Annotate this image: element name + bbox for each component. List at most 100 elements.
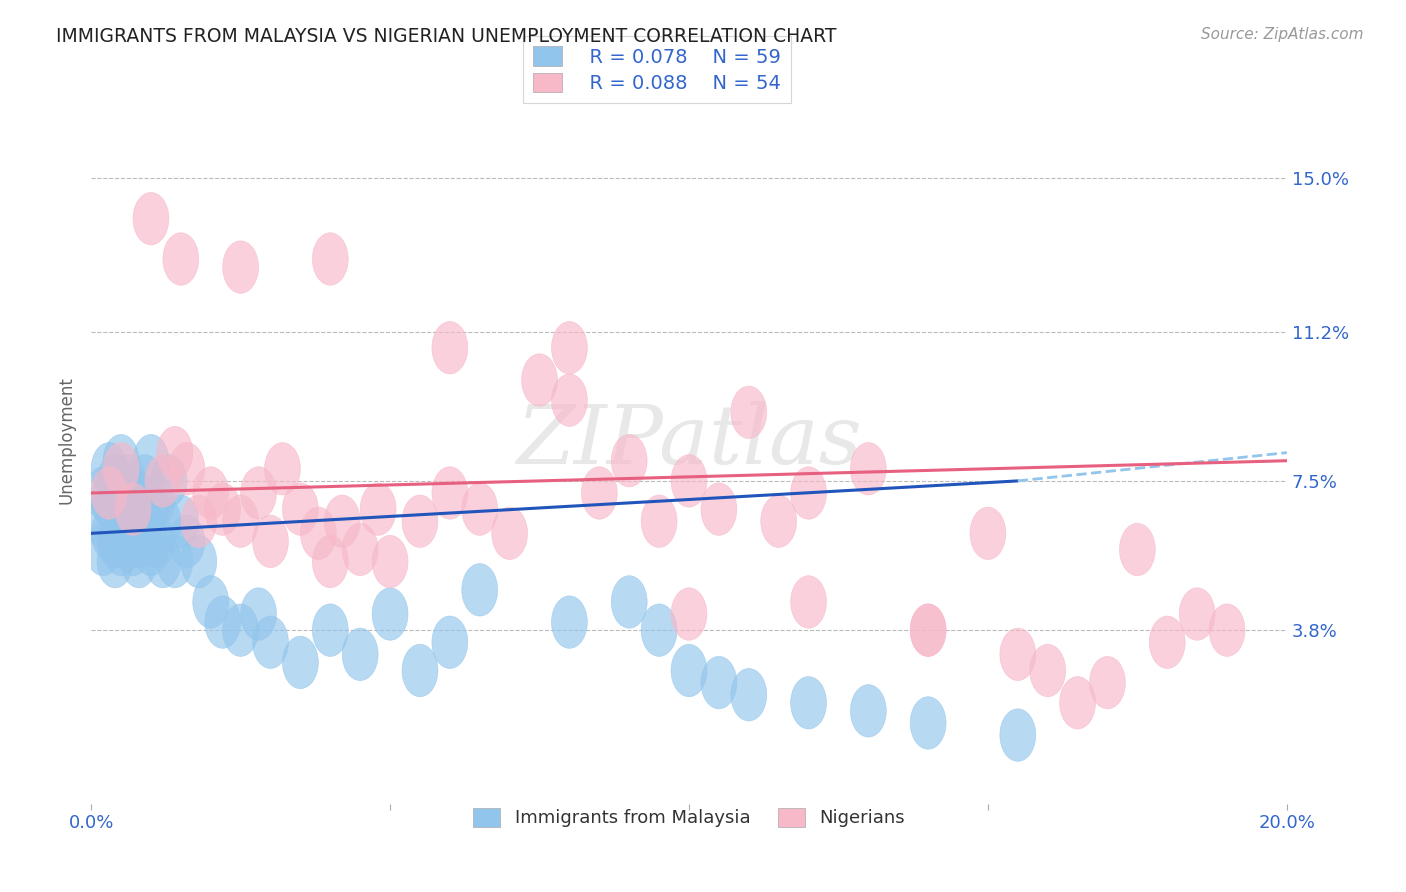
Ellipse shape [253, 516, 288, 567]
Ellipse shape [134, 434, 169, 487]
Ellipse shape [702, 483, 737, 535]
Ellipse shape [461, 483, 498, 535]
Ellipse shape [612, 434, 647, 487]
Ellipse shape [1060, 676, 1095, 729]
Ellipse shape [181, 495, 217, 548]
Ellipse shape [139, 475, 174, 527]
Ellipse shape [134, 193, 169, 245]
Ellipse shape [115, 483, 150, 535]
Ellipse shape [121, 535, 157, 588]
Ellipse shape [671, 455, 707, 508]
Ellipse shape [671, 588, 707, 640]
Ellipse shape [169, 442, 205, 495]
Ellipse shape [103, 524, 139, 575]
Ellipse shape [163, 495, 198, 548]
Ellipse shape [312, 604, 349, 657]
Ellipse shape [86, 524, 121, 575]
Ellipse shape [1029, 644, 1066, 697]
Ellipse shape [790, 676, 827, 729]
Ellipse shape [851, 442, 886, 495]
Ellipse shape [761, 495, 797, 548]
Ellipse shape [790, 575, 827, 628]
Ellipse shape [641, 604, 678, 657]
Ellipse shape [551, 321, 588, 374]
Ellipse shape [432, 321, 468, 374]
Ellipse shape [312, 535, 349, 588]
Ellipse shape [240, 467, 277, 519]
Ellipse shape [103, 434, 139, 487]
Ellipse shape [702, 657, 737, 709]
Ellipse shape [134, 524, 169, 575]
Ellipse shape [790, 467, 827, 519]
Ellipse shape [432, 467, 468, 519]
Ellipse shape [283, 636, 318, 689]
Ellipse shape [1000, 709, 1036, 761]
Ellipse shape [373, 535, 408, 588]
Ellipse shape [1209, 604, 1244, 657]
Ellipse shape [115, 467, 150, 519]
Ellipse shape [222, 241, 259, 293]
Ellipse shape [1090, 657, 1125, 709]
Ellipse shape [205, 596, 240, 648]
Ellipse shape [612, 575, 647, 628]
Text: Source: ZipAtlas.com: Source: ZipAtlas.com [1201, 27, 1364, 42]
Ellipse shape [1119, 524, 1156, 575]
Ellipse shape [731, 386, 766, 439]
Ellipse shape [582, 467, 617, 519]
Ellipse shape [205, 483, 240, 535]
Ellipse shape [910, 697, 946, 749]
Ellipse shape [253, 616, 288, 668]
Ellipse shape [121, 516, 157, 567]
Ellipse shape [193, 467, 229, 519]
Ellipse shape [240, 588, 277, 640]
Ellipse shape [103, 495, 139, 548]
Ellipse shape [851, 685, 886, 737]
Ellipse shape [181, 535, 217, 588]
Ellipse shape [163, 233, 198, 285]
Ellipse shape [86, 495, 121, 548]
Ellipse shape [1000, 628, 1036, 681]
Ellipse shape [110, 483, 145, 535]
Ellipse shape [115, 495, 150, 548]
Ellipse shape [492, 508, 527, 559]
Ellipse shape [522, 354, 557, 406]
Ellipse shape [402, 644, 437, 697]
Ellipse shape [115, 524, 150, 575]
Ellipse shape [139, 516, 174, 567]
Legend: Immigrants from Malaysia, Nigerians: Immigrants from Malaysia, Nigerians [465, 801, 912, 835]
Ellipse shape [551, 374, 588, 426]
Ellipse shape [402, 495, 437, 548]
Ellipse shape [731, 668, 766, 721]
Ellipse shape [91, 467, 127, 519]
Ellipse shape [283, 483, 318, 535]
Ellipse shape [222, 495, 259, 548]
Y-axis label: Unemployment: Unemployment [58, 376, 75, 505]
Ellipse shape [910, 604, 946, 657]
Ellipse shape [312, 233, 349, 285]
Ellipse shape [301, 508, 336, 559]
Ellipse shape [360, 483, 396, 535]
Ellipse shape [910, 604, 946, 657]
Ellipse shape [97, 535, 134, 588]
Ellipse shape [157, 426, 193, 479]
Ellipse shape [110, 516, 145, 567]
Ellipse shape [134, 483, 169, 535]
Ellipse shape [342, 628, 378, 681]
Ellipse shape [97, 516, 134, 567]
Ellipse shape [91, 508, 127, 559]
Ellipse shape [110, 455, 145, 508]
Ellipse shape [641, 495, 678, 548]
Ellipse shape [91, 442, 127, 495]
Ellipse shape [157, 535, 193, 588]
Ellipse shape [145, 535, 181, 588]
Ellipse shape [145, 495, 181, 548]
Ellipse shape [97, 455, 134, 508]
Ellipse shape [150, 455, 187, 508]
Ellipse shape [145, 455, 181, 508]
Ellipse shape [193, 575, 229, 628]
Ellipse shape [91, 475, 127, 527]
Ellipse shape [1180, 588, 1215, 640]
Ellipse shape [86, 467, 121, 519]
Ellipse shape [103, 442, 139, 495]
Ellipse shape [264, 442, 301, 495]
